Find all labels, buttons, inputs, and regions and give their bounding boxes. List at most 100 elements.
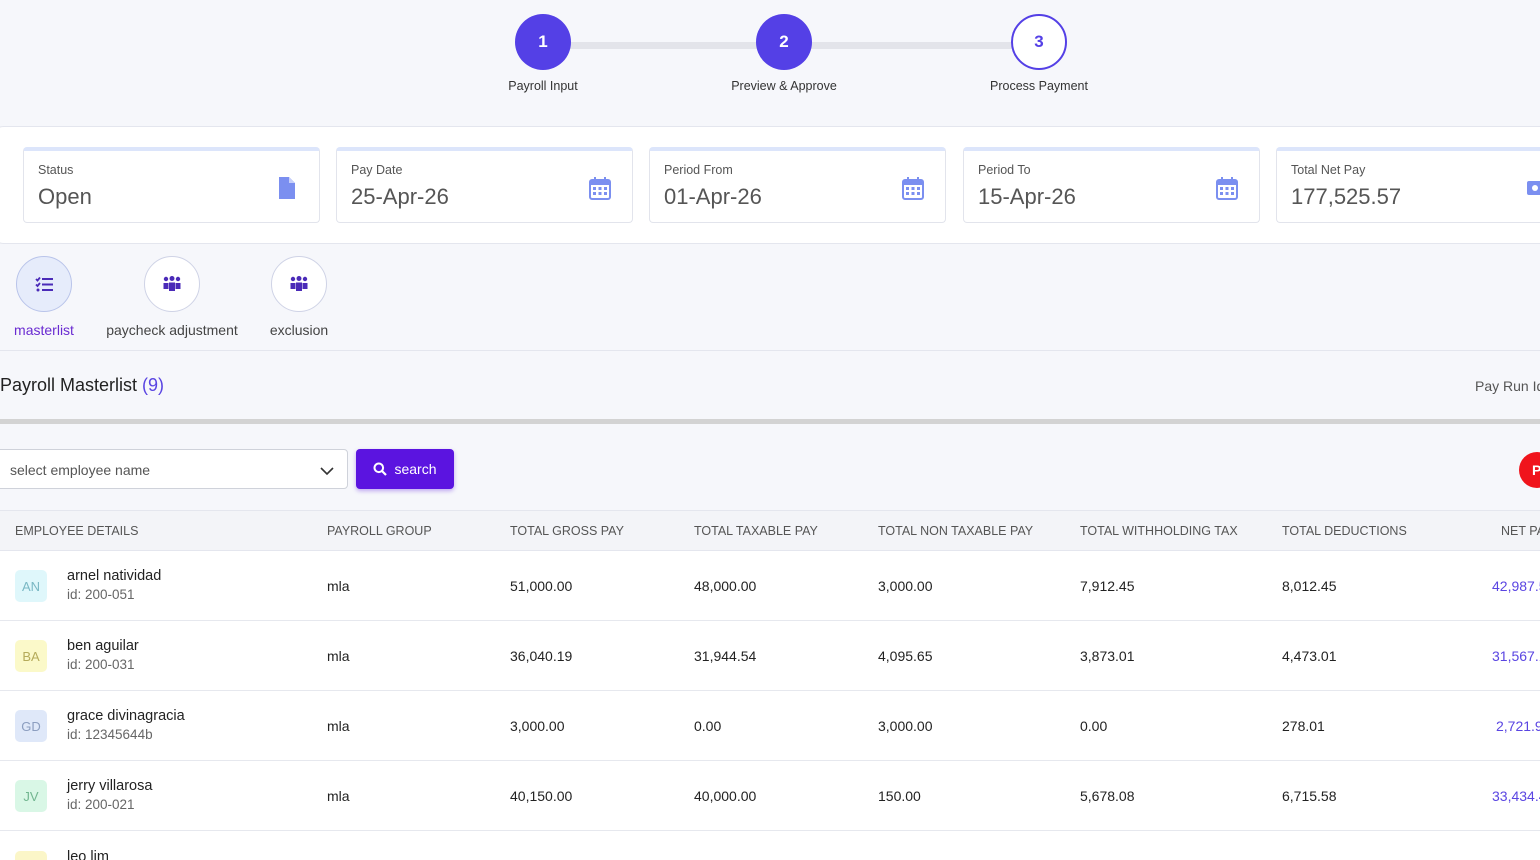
employee-id: id: 200-031 [67,657,135,672]
employee-id: id: 200-051 [67,587,135,602]
tabs-divider [0,350,1540,351]
step-preview-approve[interactable]: 2 Preview & Approve [699,14,869,93]
period-to-card: Period To 15-Apr-26 [963,147,1260,223]
people-icon [290,276,308,291]
card-value: Open [38,184,92,209]
header-total-non-taxable-pay[interactable]: TOTAL NON TAXABLE PAY [878,524,1034,538]
deductions-cell: 278.01 [1282,718,1325,734]
step-label: Preview & Approve [731,79,837,93]
withholding-tax-cell: 0.00 [1080,718,1108,734]
document-icon [279,177,295,199]
payroll-group-cell: mla [327,718,350,734]
red-action-button[interactable]: P [1519,452,1540,488]
employee-name: arnel natividad [67,568,162,584]
people-icon [163,276,181,291]
tab-masterlist[interactable]: masterlist [4,256,84,338]
money-icon [1527,181,1540,195]
header-total-withholding-tax[interactable]: TOTAL WITHHOLDING TAX [1080,524,1238,538]
calendar-icon [589,177,611,200]
deductions-cell: 6,715.58 [1282,788,1337,804]
card-label: Period From [664,163,733,177]
gross-pay-cell: 51,000.00 [510,578,573,594]
employee-name: leo lim [67,849,109,860]
avatar: GD [15,710,47,742]
non-taxable-pay-cell: 4,095.65 [878,648,933,664]
taxable-pay-cell: 40,000.00 [694,788,757,804]
employee-name: ben aguilar [67,638,139,654]
withholding-tax-cell: 5,678.08 [1080,788,1135,804]
employee-name: grace divinagracia [67,708,185,724]
card-label: Total Net Pay [1291,163,1366,177]
table-row[interactable]: LL leo lim [0,831,1540,860]
header-total-taxable-pay[interactable]: TOTAL TAXABLE PAY [694,524,818,538]
header-net-pay[interactable]: NET PAY [1501,524,1540,538]
non-taxable-pay-cell: 3,000.00 [878,718,933,734]
deductions-cell: 8,012.45 [1282,578,1337,594]
pay-date-card: Pay Date 25-Apr-26 [336,147,633,223]
payroll-stepper: 1 Payroll Input 2 Preview & Approve 3 Pr… [0,0,1540,126]
card-value: 01-Apr-26 [664,184,762,209]
tab-label: masterlist [14,322,74,338]
search-button[interactable]: search [356,449,454,489]
search-button-label: search [394,461,437,477]
gross-pay-cell: 40,150.00 [510,788,573,804]
table-row[interactable]: BA ben aguilar id: 200-031 mla 36,040.19… [0,621,1540,691]
employee-id: id: 12345644b [67,727,153,742]
taxable-pay-cell: 31,944.54 [694,648,757,664]
masterlist-title-text: Payroll Masterlist [0,375,138,395]
card-label: Pay Date [351,163,403,177]
card-value: 177,525.57 [1291,184,1402,209]
tab-icon-circle [271,256,327,312]
employee-id: id: 200-021 [67,797,135,812]
stepper-connector [543,42,784,49]
tab-label: exclusion [269,322,329,338]
gross-pay-cell: 36,040.19 [510,648,573,664]
net-pay-cell[interactable]: 31,567.18 [1492,648,1540,664]
stepper-connector [784,42,1039,49]
deductions-cell: 4,473.01 [1282,648,1337,664]
red-action-button-label: P [1532,462,1540,478]
pay-run-id-label: Pay Run Id [1475,378,1540,394]
tab-icon-circle [144,256,200,312]
header-employee-details[interactable]: EMPLOYEE DETAILS [15,524,139,538]
search-icon [373,462,388,476]
card-label: Period To [978,163,1031,177]
employee-name: jerry villarosa [67,778,153,794]
table-header: EMPLOYEE DETAILS PAYROLL GROUP TOTAL GRO… [0,510,1540,551]
avatar: AN [15,570,47,602]
tab-icon-circle [16,256,72,312]
tab-exclusion[interactable]: exclusion [259,256,339,338]
step-number: 3 [1011,14,1067,70]
calendar-icon [1216,177,1238,200]
payroll-group-cell: mla [327,578,350,594]
avatar: JV [15,780,47,812]
header-total-gross-pay[interactable]: TOTAL GROSS PAY [510,524,624,538]
header-total-deductions[interactable]: TOTAL DEDUCTIONS [1282,524,1407,538]
payroll-group-cell: mla [327,788,350,804]
net-pay-cell[interactable]: 42,987.55 [1492,578,1540,594]
withholding-tax-cell: 3,873.01 [1080,648,1135,664]
net-pay-cell[interactable]: 2,721.99 [1496,718,1540,734]
table-body: AN arnel natividad id: 200-051 mla 51,00… [0,551,1540,860]
step-label: Payroll Input [508,79,578,93]
step-process-payment[interactable]: 3 Process Payment [954,14,1124,93]
tab-label: paycheck adjustment [106,322,238,338]
calendar-icon [902,177,924,200]
header-payroll-group[interactable]: PAYROLL GROUP [327,524,432,538]
net-pay-cell[interactable]: 33,434.42 [1492,788,1540,804]
taxable-pay-cell: 0.00 [694,718,722,734]
status-card: Status Open [23,147,320,223]
tab-paycheck-adjustment[interactable]: paycheck adjustment [102,256,242,338]
masterlist-title: Payroll Masterlist (9) [0,375,164,396]
card-value: 25-Apr-26 [351,184,449,209]
table-row[interactable]: GD grace divinagracia id: 12345644b mla … [0,691,1540,761]
step-payroll-input[interactable]: 1 Payroll Input [458,14,628,93]
step-label: Process Payment [990,79,1088,93]
avatar: BA [15,640,47,672]
employee-name-select[interactable]: select employee name [0,449,348,489]
table-row[interactable]: AN arnel natividad id: 200-051 mla 51,00… [0,551,1540,621]
non-taxable-pay-cell: 3,000.00 [878,578,933,594]
table-row[interactable]: JV jerry villarosa id: 200-021 mla 40,15… [0,761,1540,831]
taxable-pay-cell: 48,000.00 [694,578,757,594]
payroll-group-cell: mla [327,648,350,664]
